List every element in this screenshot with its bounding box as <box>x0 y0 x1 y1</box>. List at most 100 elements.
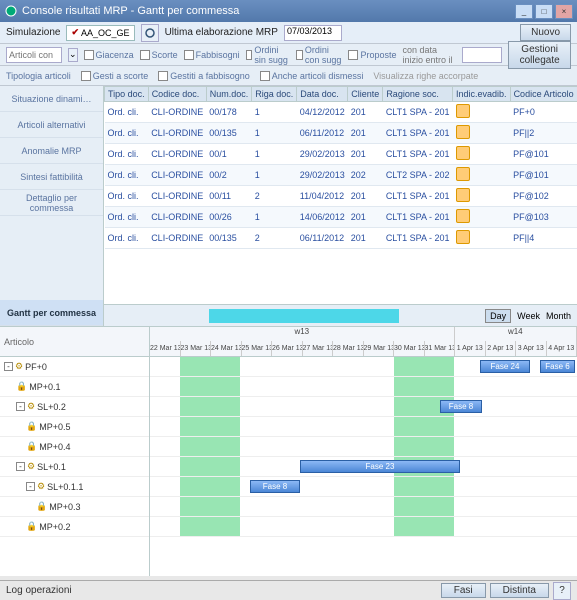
distinta-button[interactable]: Distinta <box>490 583 549 598</box>
help-icon[interactable]: ? <box>553 582 571 600</box>
con-data-input[interactable] <box>462 47 502 63</box>
lock-icon: 🔒 <box>26 521 37 532</box>
close-button[interactable]: × <box>555 4 573 19</box>
ultima-elab-date[interactable]: 07/03/2013 <box>284 25 342 41</box>
table-row[interactable]: Ord. cli.CLI-ORDINE00/11211/04/2012201CL… <box>105 186 577 207</box>
column-header[interactable]: Ragione soc. <box>383 87 453 102</box>
tree-row[interactable]: 🔒MP+0.5 <box>0 417 149 437</box>
date-cell: 22 Mar 13 <box>150 341 181 356</box>
tree-row[interactable]: -⚙SL+0.1 <box>0 457 149 477</box>
app-icon <box>4 4 18 18</box>
tab-situazione[interactable]: Situazione dinami… <box>0 86 103 112</box>
column-header[interactable]: Data doc. <box>297 87 348 102</box>
status-icon <box>456 104 470 118</box>
table-row[interactable]: Ord. cli.CLI-ORDINE00/178104/12/2012201C… <box>105 102 577 123</box>
date-cell: 4 Apr 13 <box>547 341 577 356</box>
tab-dettaglio[interactable]: Dettaglio per commessa <box>0 190 103 216</box>
status-icon <box>456 230 470 244</box>
tab-gantt[interactable]: Gantt per commessa <box>0 300 103 326</box>
lock-icon: 🔒 <box>26 421 37 432</box>
date-cell: 30 Mar 13 <box>394 341 425 356</box>
scorte-checkbox[interactable]: Scorte <box>140 50 178 60</box>
week-label: w14 <box>455 327 577 341</box>
table-row[interactable]: Ord. cli.CLI-ORDINE00/2129/02/2013202CLT… <box>105 165 577 186</box>
window-title: Console risultati MRP - Gantt per commes… <box>22 5 239 17</box>
gantt-bar[interactable]: Fase 8 <box>250 480 300 493</box>
table-row[interactable]: Ord. cli.CLI-ORDINE00/26114/06/2012201CL… <box>105 207 577 228</box>
nuovo-button[interactable]: Nuovo <box>520 24 571 41</box>
status-icon <box>456 188 470 202</box>
zoom-month-button[interactable]: Month <box>546 311 571 321</box>
tree-row[interactable]: 🔒MP+0.2 <box>0 517 149 537</box>
column-header[interactable]: Num.doc. <box>206 87 252 102</box>
giacenza-checkbox[interactable]: Giacenza <box>84 50 134 60</box>
articoli-filter-input[interactable] <box>6 47 62 63</box>
log-operazioni-label[interactable]: Log operazioni <box>6 585 72 596</box>
ultima-elab-label: Ultima elaborazione MRP <box>165 27 278 38</box>
status-icon <box>456 209 470 223</box>
gantt-bar[interactable]: Fase 8 <box>440 400 482 413</box>
date-cell: 23 Mar 13 <box>181 341 212 356</box>
date-cell: 25 Mar 13 <box>242 341 273 356</box>
gear-icon: ⚙ <box>27 461 35 472</box>
proposte-checkbox[interactable]: Proposte <box>348 50 396 60</box>
lock-icon: 🔒 <box>26 441 37 452</box>
status-icon <box>456 167 470 181</box>
ordini-cs-checkbox[interactable]: Ordini con sugg <box>296 45 342 65</box>
column-header[interactable]: Indic.evadib. <box>453 87 511 102</box>
lock-icon: 🔒 <box>36 501 47 512</box>
tree-row[interactable]: 🔒MP+0.1 <box>0 377 149 397</box>
fasi-button[interactable]: Fasi <box>441 583 486 598</box>
gear-icon: ⚙ <box>15 361 23 372</box>
ordini-sf-checkbox[interactable]: Ordini sin sugg <box>246 45 291 65</box>
simulazione-label: Simulazione <box>6 27 60 38</box>
tipologia-label: Tipologia articoli <box>6 71 71 81</box>
zoom-day-button[interactable]: Day <box>485 309 511 323</box>
date-cell: 24 Mar 13 <box>211 341 242 356</box>
fabbisogni-checkbox[interactable]: Fabbisogni <box>184 50 240 60</box>
column-header[interactable]: Tipo doc. <box>105 87 149 102</box>
gestioni-collegate-button[interactable]: Gestioni collegate <box>508 41 571 69</box>
date-cell: 26 Mar 13 <box>272 341 303 356</box>
tree-row[interactable]: 🔒MP+0.3 <box>0 497 149 517</box>
tree-row[interactable]: -⚙SL+0.2 <box>0 397 149 417</box>
week-label: w13 <box>150 327 455 341</box>
con-data-label: con data inizio entro il <box>403 45 457 65</box>
column-header[interactable]: Codice Articolo <box>510 87 577 102</box>
date-cell: 1 Apr 13 <box>455 341 486 356</box>
column-header[interactable]: Codice doc. <box>148 87 206 102</box>
table-row[interactable]: Ord. cli.CLI-ORDINE00/135206/11/2012201C… <box>105 228 577 249</box>
status-icon <box>456 146 470 160</box>
column-header[interactable]: Cliente <box>348 87 383 102</box>
gantt-bar[interactable]: Fase 23 <box>300 460 460 473</box>
column-header[interactable]: Riga doc. <box>252 87 297 102</box>
tree-row[interactable]: 🔒MP+0.4 <box>0 437 149 457</box>
tree-row[interactable]: -⚙PF+0 <box>0 357 149 377</box>
gest-fabb-checkbox[interactable]: Gestiti a fabbisogno <box>158 71 250 81</box>
lock-icon: 🔒 <box>16 381 27 392</box>
date-cell: 31 Mar 13 <box>425 341 456 356</box>
tab-sintesi[interactable]: Sintesi fattibilità <box>0 164 103 190</box>
timeline-band <box>209 309 399 323</box>
results-grid[interactable]: Tipo doc.Codice doc.Num.doc.Riga doc.Dat… <box>104 86 577 304</box>
date-cell: 2 Apr 13 <box>486 341 517 356</box>
gantt-bar[interactable]: Fase 6 <box>540 360 575 373</box>
simulazione-dropdown[interactable]: ✔AA_OC_GE <box>66 25 134 41</box>
gest-scorte-checkbox[interactable]: Gesti a scorte <box>81 71 149 81</box>
refresh-icon[interactable] <box>141 24 159 42</box>
status-icon <box>456 125 470 139</box>
gantt-bar[interactable]: Fase 24 <box>480 360 530 373</box>
tree-row[interactable]: -⚙SL+0.1.1 <box>0 477 149 497</box>
date-cell: 27 Mar 13 <box>303 341 334 356</box>
zoom-week-button[interactable]: Week <box>517 311 540 321</box>
filter-icon[interactable]: ⌄ <box>68 48 78 62</box>
maximize-button[interactable]: □ <box>535 4 553 19</box>
anche-dismessi-checkbox[interactable]: Anche articoli dismessi <box>260 71 364 81</box>
tab-articoli-alternativi[interactable]: Articoli alternativi <box>0 112 103 138</box>
table-row[interactable]: Ord. cli.CLI-ORDINE00/135106/11/2012201C… <box>105 123 577 144</box>
table-row[interactable]: Ord. cli.CLI-ORDINE00/1129/02/2013201CLT… <box>105 144 577 165</box>
date-cell: 28 Mar 13 <box>333 341 364 356</box>
tab-anomalie[interactable]: Anomalie MRP <box>0 138 103 164</box>
minimize-button[interactable]: _ <box>515 4 533 19</box>
visualizza-accorpate-label: Visualizza righe accorpate <box>373 71 478 81</box>
